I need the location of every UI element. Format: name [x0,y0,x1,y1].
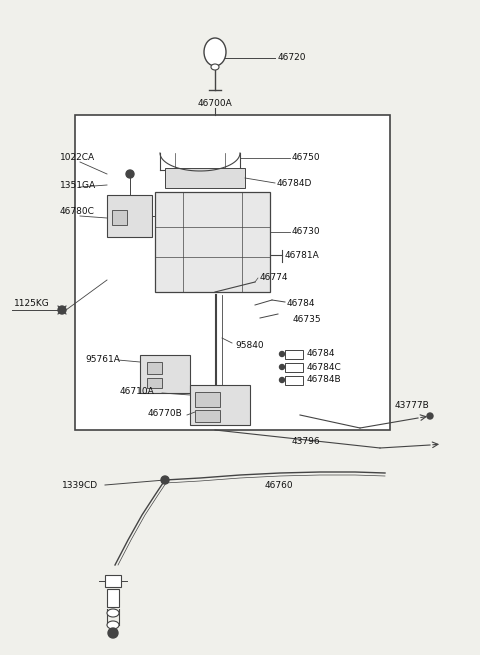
Text: 1125KG: 1125KG [14,299,50,309]
Text: 46784B: 46784B [307,375,342,384]
Text: 46770B: 46770B [148,409,183,419]
Circle shape [427,413,433,419]
Bar [140,355,190,393]
Bar [105,575,121,587]
Bar [285,363,303,372]
Circle shape [279,352,285,356]
Text: 46710A: 46710A [120,388,155,396]
Text: 46784: 46784 [307,350,336,358]
Bar [155,192,270,292]
Ellipse shape [211,64,219,70]
Bar [147,378,162,388]
Text: 46784D: 46784D [277,179,312,187]
Circle shape [58,306,66,314]
Circle shape [108,628,118,638]
Ellipse shape [107,621,119,629]
Text: 46750: 46750 [292,153,321,162]
Text: 46730: 46730 [292,227,321,236]
Text: 43796: 43796 [292,438,321,447]
Text: 46700A: 46700A [198,98,232,107]
Bar [107,195,152,237]
Text: 95761A: 95761A [85,356,120,364]
Bar [285,350,303,359]
Text: 95840: 95840 [235,341,264,350]
Bar [112,210,127,225]
Bar [107,589,119,607]
Ellipse shape [204,38,226,66]
Text: 46774: 46774 [260,274,288,282]
Bar [190,385,250,425]
Text: 46780C: 46780C [60,208,95,217]
Bar [285,376,303,385]
FancyBboxPatch shape [165,168,245,188]
Text: 46784C: 46784C [307,362,342,371]
Bar [195,410,220,422]
Circle shape [279,364,285,369]
Bar [195,392,220,407]
Circle shape [161,476,169,484]
Text: 1022CA: 1022CA [60,153,95,162]
Text: 46784: 46784 [287,299,315,307]
Text: 46781A: 46781A [285,250,320,259]
Text: 43777B: 43777B [395,400,430,409]
Text: 46720: 46720 [278,54,307,62]
Text: 1339CD: 1339CD [62,481,98,489]
Circle shape [279,377,285,383]
Ellipse shape [107,609,119,617]
Bar [147,362,162,374]
Text: 1351GA: 1351GA [60,181,96,189]
Bar [75,115,390,430]
Text: 46735: 46735 [293,316,322,324]
Text: 46760: 46760 [265,481,294,491]
Circle shape [126,170,134,178]
